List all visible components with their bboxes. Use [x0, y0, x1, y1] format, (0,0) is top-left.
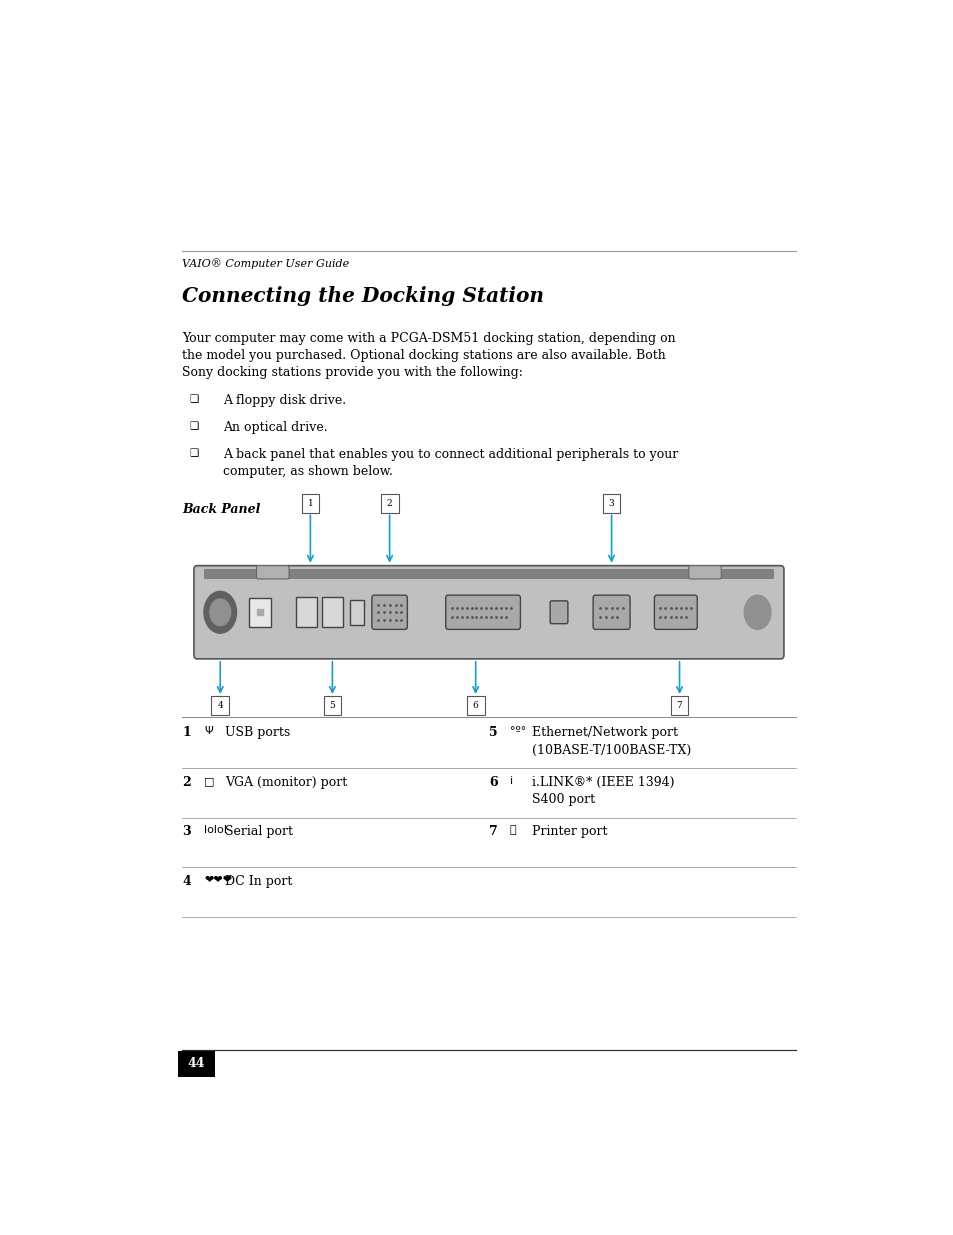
Text: 1: 1 — [307, 499, 313, 509]
Text: USB ports: USB ports — [225, 726, 290, 740]
FancyBboxPatch shape — [249, 598, 271, 626]
Text: □: □ — [204, 776, 214, 785]
Text: ⎙: ⎙ — [509, 825, 516, 835]
Text: ❤❤❤: ❤❤❤ — [204, 874, 233, 884]
FancyBboxPatch shape — [301, 494, 319, 514]
Text: 5: 5 — [488, 726, 497, 740]
Text: the model you purchased. Optional docking stations are also available. Both: the model you purchased. Optional dockin… — [182, 348, 665, 362]
Text: Your computer may come with a PCGA-DSM51 docking station, depending on: Your computer may come with a PCGA-DSM51… — [182, 332, 675, 345]
FancyBboxPatch shape — [256, 566, 289, 579]
Text: 44: 44 — [187, 1057, 205, 1071]
Text: 2: 2 — [386, 499, 392, 509]
Bar — [204, 569, 773, 579]
Text: Ψ: Ψ — [204, 726, 213, 736]
FancyBboxPatch shape — [445, 595, 520, 630]
Text: VGA (monitor) port: VGA (monitor) port — [225, 776, 347, 789]
FancyBboxPatch shape — [322, 597, 342, 627]
Text: Connecting the Docking Station: Connecting the Docking Station — [182, 287, 543, 306]
FancyBboxPatch shape — [670, 697, 688, 715]
Circle shape — [743, 595, 770, 630]
Text: Ethernet/Network port: Ethernet/Network port — [531, 726, 677, 740]
FancyBboxPatch shape — [380, 494, 398, 514]
FancyBboxPatch shape — [323, 697, 341, 715]
Text: 3: 3 — [608, 499, 614, 509]
Text: Printer port: Printer port — [531, 825, 607, 839]
FancyBboxPatch shape — [466, 697, 484, 715]
Text: Serial port: Serial port — [225, 825, 293, 839]
Text: Sony docking stations provide you with the following:: Sony docking stations provide you with t… — [182, 366, 522, 379]
FancyBboxPatch shape — [212, 697, 229, 715]
Text: 6: 6 — [473, 701, 478, 710]
Text: ❑: ❑ — [190, 421, 198, 431]
Text: 3: 3 — [182, 825, 191, 839]
FancyBboxPatch shape — [372, 595, 407, 630]
Text: 7: 7 — [488, 825, 497, 839]
Text: °º°: °º° — [509, 726, 525, 736]
Circle shape — [204, 592, 236, 634]
Text: An optical drive.: An optical drive. — [222, 421, 327, 435]
FancyBboxPatch shape — [193, 566, 783, 658]
Text: VAIO® Computer User Guide: VAIO® Computer User Guide — [182, 258, 349, 269]
Text: A floppy disk drive.: A floppy disk drive. — [222, 394, 346, 408]
FancyBboxPatch shape — [688, 566, 720, 579]
Text: loloI: loloI — [204, 825, 227, 835]
FancyBboxPatch shape — [350, 600, 363, 625]
FancyBboxPatch shape — [654, 595, 697, 630]
FancyBboxPatch shape — [593, 595, 629, 630]
FancyBboxPatch shape — [296, 597, 316, 627]
Text: 5: 5 — [329, 701, 335, 710]
Text: 4: 4 — [217, 701, 223, 710]
Text: ❑: ❑ — [190, 448, 198, 458]
Text: (10BASE-T/100BASE-TX): (10BASE-T/100BASE-TX) — [531, 743, 690, 757]
FancyBboxPatch shape — [177, 1051, 214, 1077]
Text: computer, as shown below.: computer, as shown below. — [222, 464, 393, 478]
Text: Back Panel: Back Panel — [182, 503, 260, 516]
FancyBboxPatch shape — [602, 494, 619, 514]
Text: i.LINK®* (IEEE 1394): i.LINK®* (IEEE 1394) — [531, 776, 674, 789]
Text: 4: 4 — [182, 874, 191, 888]
Text: 7: 7 — [676, 701, 681, 710]
Text: ❑: ❑ — [190, 394, 198, 405]
Text: S400 port: S400 port — [531, 793, 595, 806]
Text: i: i — [509, 776, 512, 785]
FancyBboxPatch shape — [550, 601, 567, 624]
Text: 2: 2 — [182, 776, 191, 789]
Text: DC In port: DC In port — [225, 874, 292, 888]
Circle shape — [210, 599, 231, 626]
Text: 6: 6 — [488, 776, 497, 789]
Text: A back panel that enables you to connect additional peripherals to your: A back panel that enables you to connect… — [222, 448, 678, 461]
Text: 1: 1 — [182, 726, 191, 740]
